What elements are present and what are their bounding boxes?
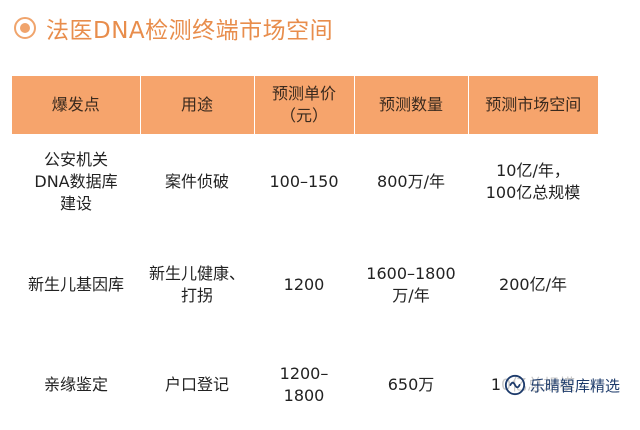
header-row: 爆发点 用途 预测单价 （元） 预测数量 预测市场空间 [12, 76, 598, 134]
header-market-space: 预测市场空间 [468, 76, 598, 134]
cell-quantity: 650万 [387, 375, 435, 394]
header-quantity: 预测数量 [354, 76, 469, 134]
market-table: 爆发点 用途 预测单价 （元） 预测数量 预测市场空间 公安机关 DNA数据库 … [12, 76, 598, 430]
cell-market-space: 10亿/年， 100亿总规模 [485, 161, 581, 202]
cell-usage: 新生儿健康、 打拐 [148, 264, 245, 305]
table-row: 公安机关 DNA数据库 建设 案件侦破 100–150 800万/年 10亿/年… [12, 134, 598, 230]
page-title: 法医DNA检测终端市场空间 [46, 18, 334, 44]
header-trigger: 爆发点 [12, 76, 141, 134]
watermark-text: 乐晴智库精选 [530, 376, 621, 395]
circle-bullet-icon [14, 17, 36, 39]
wechat-channel-icon [504, 374, 526, 396]
table-row: 新生儿基因库 新生儿健康、 打拐 1200 1600–1800 万/年 200亿… [12, 230, 598, 340]
cell-usage: 户口登记 [164, 375, 229, 394]
header-usage: 用途 [140, 76, 255, 134]
cell-unit-price: 100–150 [269, 172, 339, 191]
cell-trigger: 公安机关 DNA数据库 建设 [34, 150, 118, 213]
cell-unit-price: 1200– 1800 [279, 364, 329, 405]
cell-unit-price: 1200 [283, 275, 325, 294]
cell-usage: 案件侦破 [164, 172, 229, 191]
watermark: 乐晴智库精选 [500, 370, 625, 400]
cell-trigger: 亲缘鉴定 [43, 375, 108, 394]
cell-market-space: 200亿/年 [499, 275, 567, 294]
cell-trigger: 新生儿基因库 [27, 275, 124, 294]
header-unit-price: 预测单价 （元） [254, 76, 355, 134]
bullet-dot [20, 23, 30, 33]
cell-quantity: 800万/年 [377, 172, 445, 191]
cell-quantity: 1600–1800 万/年 [366, 264, 456, 305]
title-row: 法医DNA检测终端市场空间 [14, 10, 333, 46]
